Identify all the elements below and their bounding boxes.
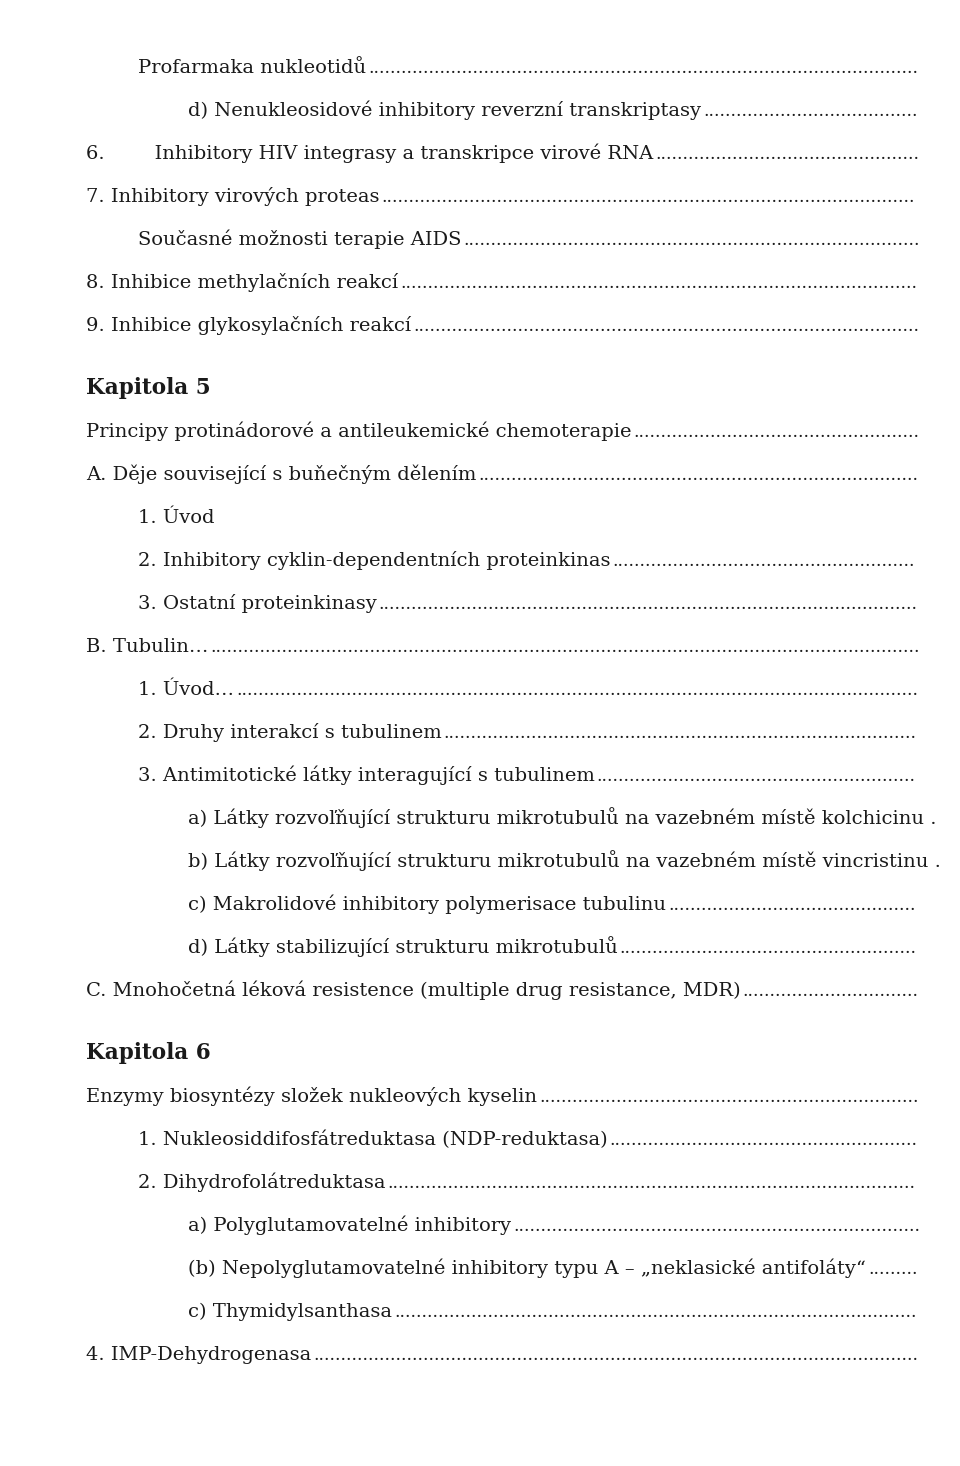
Text: Profarmaka nukleotidů: Profarmaka nukleotidů	[138, 59, 366, 78]
Text: 1. Úvod: 1. Úvod	[138, 509, 214, 526]
Text: Enzymy biosyntézy složek nukleových kyselin: Enzymy biosyntézy složek nukleových kyse…	[86, 1086, 537, 1105]
Text: ................................................................................: ........................................…	[236, 682, 918, 699]
Text: 3. Antimitotické látky interagující s tubulinem: 3. Antimitotické látky interagující s tu…	[138, 765, 595, 784]
Text: ......................................................: ........................................…	[620, 940, 917, 957]
Text: d) Látky stabilizující strukturu mikrotubulů: d) Látky stabilizující strukturu mikrotu…	[188, 937, 617, 957]
Text: ....................................................: ........................................…	[634, 424, 920, 441]
Text: Současné možnosti terapie AIDS: Současné možnosti terapie AIDS	[138, 230, 462, 249]
Text: ................................................................................: ........................................…	[381, 189, 915, 207]
Text: .............................................: ........................................…	[668, 897, 916, 913]
Text: 9. Inhibice glykosylačních reakcí: 9. Inhibice glykosylačních reakcí	[86, 317, 411, 336]
Text: .....................................................................: ........................................…	[539, 1089, 919, 1105]
Text: ................................................................................: ........................................…	[368, 60, 918, 78]
Text: 7. Inhibitory virových proteas: 7. Inhibitory virových proteas	[86, 188, 379, 207]
Text: 1. Nukleosiddifosfátreduktasa (NDP-reduktasa): 1. Nukleosiddifosfátreduktasa (NDP-reduk…	[138, 1130, 608, 1149]
Text: c) Thymidylsanthasa: c) Thymidylsanthasa	[188, 1303, 392, 1321]
Text: c) Makrolidové inhibitory polymerisace tubulinu: c) Makrolidové inhibitory polymerisace t…	[188, 894, 666, 913]
Text: C. Mnohočetná léková resistence (multiple drug resistance, MDR): C. Mnohočetná léková resistence (multipl…	[86, 981, 740, 1000]
Text: a) Polyglutamovatelné inhibitory: a) Polyglutamovatelné inhibitory	[188, 1215, 511, 1234]
Text: ................................................................................: ........................................…	[388, 1176, 916, 1192]
Text: .......................................................: ........................................…	[612, 553, 915, 570]
Text: ................................................................................: ........................................…	[464, 232, 920, 249]
Text: 2. Dihydrofolátreduktasa: 2. Dihydrofolátreduktasa	[138, 1173, 386, 1192]
Text: ................................: ................................	[743, 984, 919, 1000]
Text: ........................................................: ........................................…	[610, 1132, 918, 1149]
Text: d) Nenukleosidové inhibitory reverzní transkriptasy: d) Nenukleosidové inhibitory reverzní tr…	[188, 101, 701, 120]
Text: ................................................................................: ........................................…	[394, 1303, 917, 1321]
Text: ................................................................................: ........................................…	[444, 726, 917, 742]
Text: ..........................................................: ........................................…	[597, 768, 916, 784]
Text: a) Látky rozvoľňující strukturu mikrotubulů na vazebném místě kolchicinu .: a) Látky rozvoľňující strukturu mikrotub…	[188, 808, 937, 828]
Text: ................................................................................: ........................................…	[400, 276, 917, 292]
Text: 8. Inhibice methylačních reakcí: 8. Inhibice methylačních reakcí	[86, 273, 398, 292]
Text: Kapitola 6: Kapitola 6	[86, 1042, 211, 1064]
Text: 3. Ostatní proteinkinasy: 3. Ostatní proteinkinasy	[138, 594, 376, 613]
Text: 2. Druhy interakcí s tubulinem: 2. Druhy interakcí s tubulinem	[138, 723, 442, 742]
Text: ..........................................................................: ........................................…	[513, 1218, 920, 1234]
Text: ................................................................................: ........................................…	[313, 1347, 919, 1363]
Text: 4. IMP-Dehydrogenasa: 4. IMP-Dehydrogenasa	[86, 1346, 311, 1363]
Text: Principy protinádorové a antileukemické chemoterapie: Principy protinádorové a antileukemické …	[86, 422, 632, 441]
Text: ................................................................................: ........................................…	[478, 468, 919, 484]
Text: ................................................................................: ........................................…	[413, 318, 919, 336]
Text: A. Děje související s buňečným dělením: A. Děje související s buňečným dělením	[86, 465, 476, 484]
Text: B. Tubulin…: B. Tubulin…	[86, 638, 208, 655]
Text: ................................................: ........................................…	[656, 147, 920, 163]
Text: ................................................................................: ........................................…	[379, 597, 918, 613]
Text: .......................................: .......................................	[703, 103, 918, 120]
Text: (b) Nepolyglutamovatelné inhibitory typu A – „neklasické antifoláty“: (b) Nepolyglutamovatelné inhibitory typu…	[188, 1258, 866, 1278]
Text: .........: .........	[868, 1261, 918, 1278]
Text: b) Látky rozvoľňující strukturu mikrotubulů na vazebném místě vincristinu .: b) Látky rozvoľňující strukturu mikrotub…	[188, 850, 941, 871]
Text: 6.        Inhibitory HIV integrasy a transkripce virové RNA: 6. Inhibitory HIV integrasy a transkripc…	[86, 144, 653, 163]
Text: 1. Úvod…: 1. Úvod…	[138, 682, 234, 699]
Text: ................................................................................: ........................................…	[210, 639, 920, 655]
Text: Kapitola 5: Kapitola 5	[86, 377, 210, 399]
Text: 2. Inhibitory cyklin-dependentních proteinkinas: 2. Inhibitory cyklin-dependentních prote…	[138, 551, 611, 570]
